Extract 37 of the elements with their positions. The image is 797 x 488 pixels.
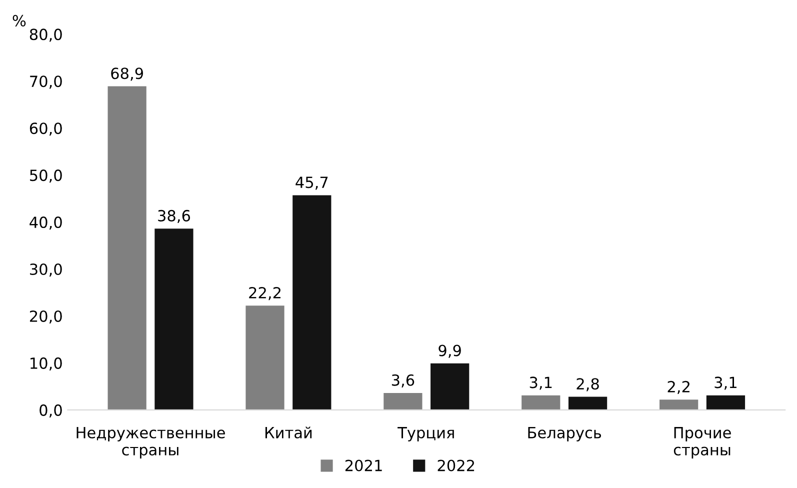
data-label: 38,6 [158, 210, 190, 224]
y-tick-label: 30,0 [30, 263, 62, 277]
bar [292, 195, 332, 410]
y-tick-label: 80,0 [30, 28, 62, 42]
y-tick-label: 40,0 [30, 216, 62, 230]
legend-label: 2021 [345, 460, 382, 472]
y-tick-label: 20,0 [30, 310, 62, 324]
bar [246, 306, 284, 410]
data-label: 22,2 [249, 286, 280, 300]
y-tick-label: 70,0 [30, 76, 62, 89]
bar [430, 363, 470, 410]
bar [706, 395, 746, 410]
data-label: 3,1 [714, 376, 736, 390]
bar [522, 395, 560, 410]
bar [384, 393, 422, 410]
data-label: 2,2 [668, 380, 690, 394]
x-tick-label: Прочие страны [674, 427, 731, 458]
y-tick-label: 0,0 [40, 404, 62, 418]
y-axis-title: % [12, 14, 26, 26]
data-label: 2,8 [576, 378, 599, 392]
data-label: 9,9 [438, 344, 461, 358]
y-tick-label: 60,0 [30, 122, 62, 136]
bar [660, 400, 698, 410]
data-label: 45,7 [296, 176, 328, 190]
x-tick-label: Беларусь [528, 427, 602, 442]
x-tick-label: Китай [265, 426, 312, 438]
legend-label: 2022 [438, 460, 474, 472]
data-label: 68,9 [111, 68, 143, 81]
data-label: 3,6 [392, 374, 414, 388]
x-tick-label: Недружественные страны [76, 427, 225, 458]
y-tick-label: 50,0 [30, 170, 62, 183]
data-label: 3,1 [530, 376, 552, 390]
x-tick-label: Турция [398, 427, 454, 442]
bar [108, 86, 146, 410]
bar [568, 396, 608, 410]
bar [154, 228, 194, 410]
y-tick-label: 10,0 [30, 357, 62, 371]
